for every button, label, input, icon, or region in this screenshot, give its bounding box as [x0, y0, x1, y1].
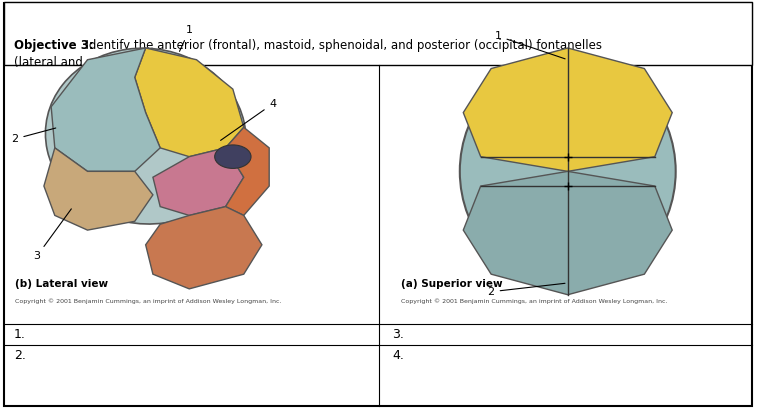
Text: 4.: 4.: [392, 349, 404, 362]
Text: (b) Lateral view: (b) Lateral view: [15, 279, 108, 289]
Text: 2: 2: [488, 283, 565, 297]
Text: 2.: 2.: [14, 349, 26, 362]
Polygon shape: [44, 148, 153, 230]
Text: (lateral and superior view).: (lateral and superior view).: [14, 56, 175, 69]
Ellipse shape: [215, 145, 251, 169]
Text: 3.: 3.: [392, 328, 404, 341]
Polygon shape: [226, 127, 269, 215]
FancyBboxPatch shape: [4, 3, 752, 406]
Polygon shape: [153, 148, 244, 215]
Polygon shape: [51, 48, 160, 171]
Text: 1: 1: [179, 25, 193, 51]
Text: 2: 2: [11, 128, 56, 144]
Polygon shape: [463, 171, 672, 295]
Ellipse shape: [45, 48, 246, 224]
Polygon shape: [145, 206, 262, 289]
Ellipse shape: [459, 57, 676, 286]
Text: Objective 3:: Objective 3:: [14, 39, 93, 52]
Text: (a) Superior view: (a) Superior view: [400, 279, 502, 289]
Polygon shape: [135, 48, 244, 157]
Text: Copyright © 2001 Benjamin Cummings, an imprint of Addison Wesley Longman, Inc.: Copyright © 2001 Benjamin Cummings, an i…: [15, 298, 282, 304]
Text: 1: 1: [494, 31, 565, 59]
Polygon shape: [463, 48, 672, 171]
Text: 3: 3: [33, 209, 71, 262]
Text: Copyright © 2001 Benjamin Cummings, an imprint of Addison Wesley Longman, Inc.: Copyright © 2001 Benjamin Cummings, an i…: [400, 298, 667, 304]
Text: 1.: 1.: [14, 328, 26, 341]
Text: Identify the anterior (frontal), mastoid, sphenoidal, and posterior (occipital) : Identify the anterior (frontal), mastoid…: [78, 39, 602, 52]
Text: 4: 4: [220, 99, 276, 140]
FancyBboxPatch shape: [4, 2, 752, 65]
